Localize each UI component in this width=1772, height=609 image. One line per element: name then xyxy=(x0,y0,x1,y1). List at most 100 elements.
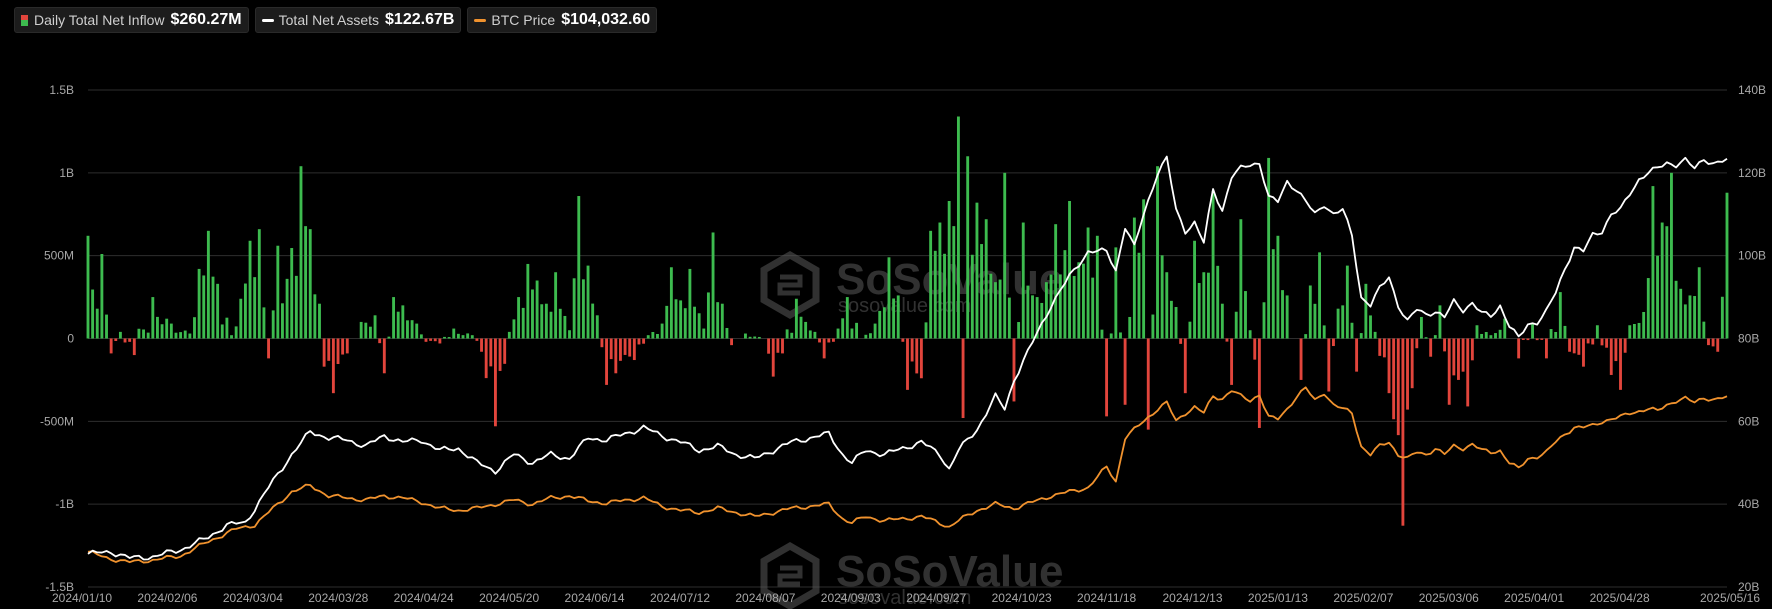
inflow-bar[interactable] xyxy=(313,294,317,339)
inflow-bar[interactable] xyxy=(1396,338,1400,436)
inflow-bar[interactable] xyxy=(1174,307,1178,339)
inflow-bar[interactable] xyxy=(262,307,266,339)
inflow-bar[interactable] xyxy=(1605,338,1609,348)
inflow-bar[interactable] xyxy=(308,229,312,339)
inflow-bar[interactable] xyxy=(1091,277,1095,339)
inflow-bar[interactable] xyxy=(623,338,627,355)
inflow-bar[interactable] xyxy=(1211,191,1215,339)
inflow-bar[interactable] xyxy=(744,333,747,339)
inflow-bar[interactable] xyxy=(86,235,90,339)
inflow-bar[interactable] xyxy=(970,254,974,339)
inflow-bar[interactable] xyxy=(1595,325,1599,339)
inflow-bar[interactable] xyxy=(956,116,960,339)
inflow-bar[interactable] xyxy=(1494,333,1497,339)
inflow-bar[interactable] xyxy=(1142,199,1146,339)
inflow-bar[interactable] xyxy=(364,322,368,339)
inflow-bar[interactable] xyxy=(1484,332,1488,339)
inflow-bar[interactable] xyxy=(1109,333,1113,339)
inflow-bar[interactable] xyxy=(1082,263,1085,339)
inflow-bar[interactable] xyxy=(1429,338,1433,357)
inflow-bar[interactable] xyxy=(646,335,650,339)
inflow-bar[interactable] xyxy=(1077,262,1081,339)
inflow-bar[interactable] xyxy=(776,338,780,353)
inflow-bar[interactable] xyxy=(1554,331,1558,339)
inflow-bar[interactable] xyxy=(1364,283,1368,339)
inflow-bar[interactable] xyxy=(174,332,178,339)
inflow-bar[interactable] xyxy=(753,336,757,339)
inflow-bar[interactable] xyxy=(1410,338,1414,389)
inflow-bar[interactable] xyxy=(1457,338,1460,380)
inflow-bar[interactable] xyxy=(1531,323,1534,339)
inflow-bar[interactable] xyxy=(234,326,238,339)
inflow-bar[interactable] xyxy=(327,338,331,361)
inflow-bar[interactable] xyxy=(294,275,298,339)
inflow-bar[interactable] xyxy=(1461,338,1465,372)
inflow-bar[interactable] xyxy=(998,279,1002,339)
inflow-bar[interactable] xyxy=(1586,338,1590,344)
inflow-bar[interactable] xyxy=(461,335,465,339)
inflow-bar[interactable] xyxy=(1447,338,1451,405)
inflow-bar[interactable] xyxy=(118,331,122,339)
inflow-bar[interactable] xyxy=(243,283,247,339)
inflow-bar[interactable] xyxy=(1679,288,1683,339)
inflow-bar[interactable] xyxy=(563,315,567,339)
inflow-bar[interactable] xyxy=(1119,332,1122,339)
inflow-bar[interactable] xyxy=(1105,338,1109,417)
inflow-bar[interactable] xyxy=(975,202,979,339)
inflow-bar[interactable] xyxy=(642,338,646,344)
legend-btc[interactable]: BTC Price $104,032.60 xyxy=(467,7,658,33)
inflow-bar[interactable] xyxy=(165,318,169,339)
inflow-bar[interactable] xyxy=(1600,338,1604,346)
legend-assets[interactable]: Total Net Assets $122.67B xyxy=(254,7,462,33)
inflow-bar[interactable] xyxy=(406,320,409,339)
inflow-bar[interactable] xyxy=(1021,222,1025,339)
inflow-bar[interactable] xyxy=(1521,338,1525,340)
inflow-bar[interactable] xyxy=(1452,338,1456,376)
inflow-bar[interactable] xyxy=(1443,338,1447,352)
inflow-bar[interactable] xyxy=(994,282,997,339)
inflow-bar[interactable] xyxy=(1438,305,1442,339)
inflow-bar[interactable] xyxy=(1188,321,1192,339)
inflow-bar[interactable] xyxy=(1433,335,1437,339)
inflow-bar[interactable] xyxy=(850,328,854,339)
inflow-bar[interactable] xyxy=(392,297,396,339)
inflow-bar[interactable] xyxy=(1160,255,1164,339)
inflow-bar[interactable] xyxy=(1697,267,1701,339)
inflow-bar[interactable] xyxy=(1632,323,1636,339)
inflow-bar[interactable] xyxy=(591,303,595,339)
inflow-bar[interactable] xyxy=(702,328,706,339)
inflow-bar[interactable] xyxy=(253,277,257,339)
inflow-bar[interactable] xyxy=(1244,291,1247,339)
inflow-bar[interactable] xyxy=(1526,338,1530,341)
inflow-bar[interactable] xyxy=(748,336,752,339)
inflow-bar[interactable] xyxy=(1369,315,1372,339)
inflow-bar[interactable] xyxy=(1054,224,1058,339)
inflow-bar[interactable] xyxy=(387,336,391,339)
inflow-bar[interactable] xyxy=(128,338,132,342)
inflow-bar[interactable] xyxy=(1545,338,1548,359)
inflow-bar[interactable] xyxy=(489,338,493,367)
inflow-bar[interactable] xyxy=(855,322,859,339)
inflow-bar[interactable] xyxy=(1035,297,1039,339)
inflow-bar[interactable] xyxy=(429,338,433,341)
inflow-bar[interactable] xyxy=(757,336,761,339)
inflow-bar[interactable] xyxy=(586,265,590,339)
inflow-bar[interactable] xyxy=(1202,272,1206,339)
inflow-bar[interactable] xyxy=(929,230,933,339)
inflow-bar[interactable] xyxy=(1720,296,1724,339)
inflow-bar[interactable] xyxy=(438,338,442,344)
inflow-bar[interactable] xyxy=(1063,250,1067,339)
inflow-bar[interactable] xyxy=(248,240,252,339)
inflow-bar[interactable] xyxy=(285,278,289,339)
legend-inflow[interactable]: Daily Total Net Inflow $260.27M xyxy=(14,7,249,33)
inflow-bar[interactable] xyxy=(1345,265,1349,339)
inflow-bar[interactable] xyxy=(1549,329,1553,339)
inflow-bar[interactable] xyxy=(1707,338,1710,346)
inflow-bar[interactable] xyxy=(1373,331,1377,339)
inflow-bar[interactable] xyxy=(869,333,872,339)
inflow-bar[interactable] xyxy=(1475,325,1479,339)
inflow-bar[interactable] xyxy=(1582,338,1585,367)
inflow-bar[interactable] xyxy=(424,338,428,342)
inflow-bar[interactable] xyxy=(1378,338,1382,356)
inflow-bar[interactable] xyxy=(628,338,632,357)
